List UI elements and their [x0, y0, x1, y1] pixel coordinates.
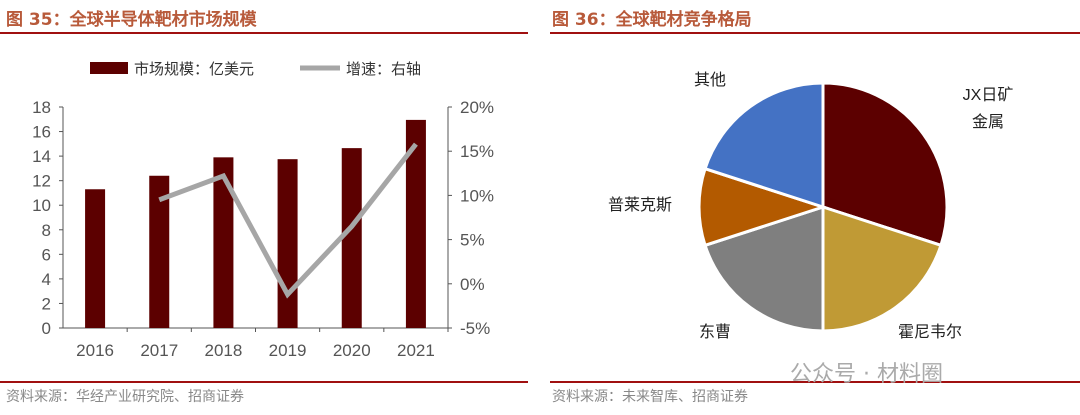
x-tick-label: 2019 [269, 341, 307, 360]
legend-line-label: 增速：右轴 [346, 61, 421, 78]
divider [0, 381, 528, 383]
bar [277, 159, 298, 328]
legend-bar-label: 市场规模：亿美元 [134, 61, 254, 78]
divider [550, 32, 1080, 34]
pie-slice [821, 204, 943, 333]
pie-slice [703, 81, 825, 210]
y-tick-label: 12 [32, 172, 51, 191]
y-tick-label: 4 [42, 270, 51, 289]
watermark: 公众号 · 材料圈 [790, 362, 943, 387]
y-tick-label: 6 [42, 245, 51, 264]
y-tick-label: 14 [32, 147, 51, 166]
legend-bar-swatch [90, 62, 128, 74]
y2-tick-label: -5% [460, 319, 490, 338]
pie-slice [821, 81, 949, 248]
y2-tick-label: 10% [460, 186, 494, 205]
x-tick-label: 2016 [76, 341, 114, 360]
divider [0, 32, 528, 34]
right-title: 图 36：全球靶材竞争格局 [552, 10, 752, 30]
bar-line-chart: 0 2 4 6 8 10 12 14 16 18 -5% 0% 5% 10% 15% 20% 2016 2017 2… [32, 61, 494, 360]
bar [405, 119, 426, 329]
y-tick-label: 16 [32, 123, 51, 142]
x-tick-label: 2020 [333, 341, 371, 360]
bar [341, 148, 362, 328]
pie-slice [697, 166, 828, 248]
pie-label: JX日矿 [963, 86, 1014, 104]
left-title: 图 35：全球半导体靶材市场规模 [6, 10, 257, 30]
y2-tick-label: 5% [460, 231, 485, 250]
pie-slice [703, 204, 825, 333]
pie-label: 普莱克斯 [608, 196, 672, 214]
pie-label-cont: 金属 [972, 113, 1004, 131]
x-tick-label: 2021 [397, 341, 435, 360]
pie-label: 东曹 [699, 323, 731, 341]
x-tick-label: 2018 [205, 341, 243, 360]
y-tick-label: 10 [32, 196, 51, 215]
bar [213, 157, 234, 328]
bar [85, 189, 106, 328]
x-tick-label: 2017 [140, 341, 178, 360]
y2-tick-label: 0% [460, 275, 485, 294]
y-tick-label: 2 [42, 294, 51, 313]
y-tick-label: 0 [42, 319, 51, 338]
divider [550, 381, 1080, 383]
pie-label: 霍尼韦尔 [898, 323, 962, 341]
y-tick-label: 8 [42, 221, 51, 240]
y2-tick-label: 20% [460, 98, 494, 117]
bar [149, 175, 170, 328]
left-source: 资料来源：华经产业研究院、招商证券 [6, 389, 244, 405]
right-source: 资料来源：未来智库、招商证券 [552, 389, 748, 405]
y-tick-label: 18 [32, 98, 51, 117]
pie-label: 其他 [694, 71, 726, 89]
y2-tick-label: 15% [460, 142, 494, 161]
